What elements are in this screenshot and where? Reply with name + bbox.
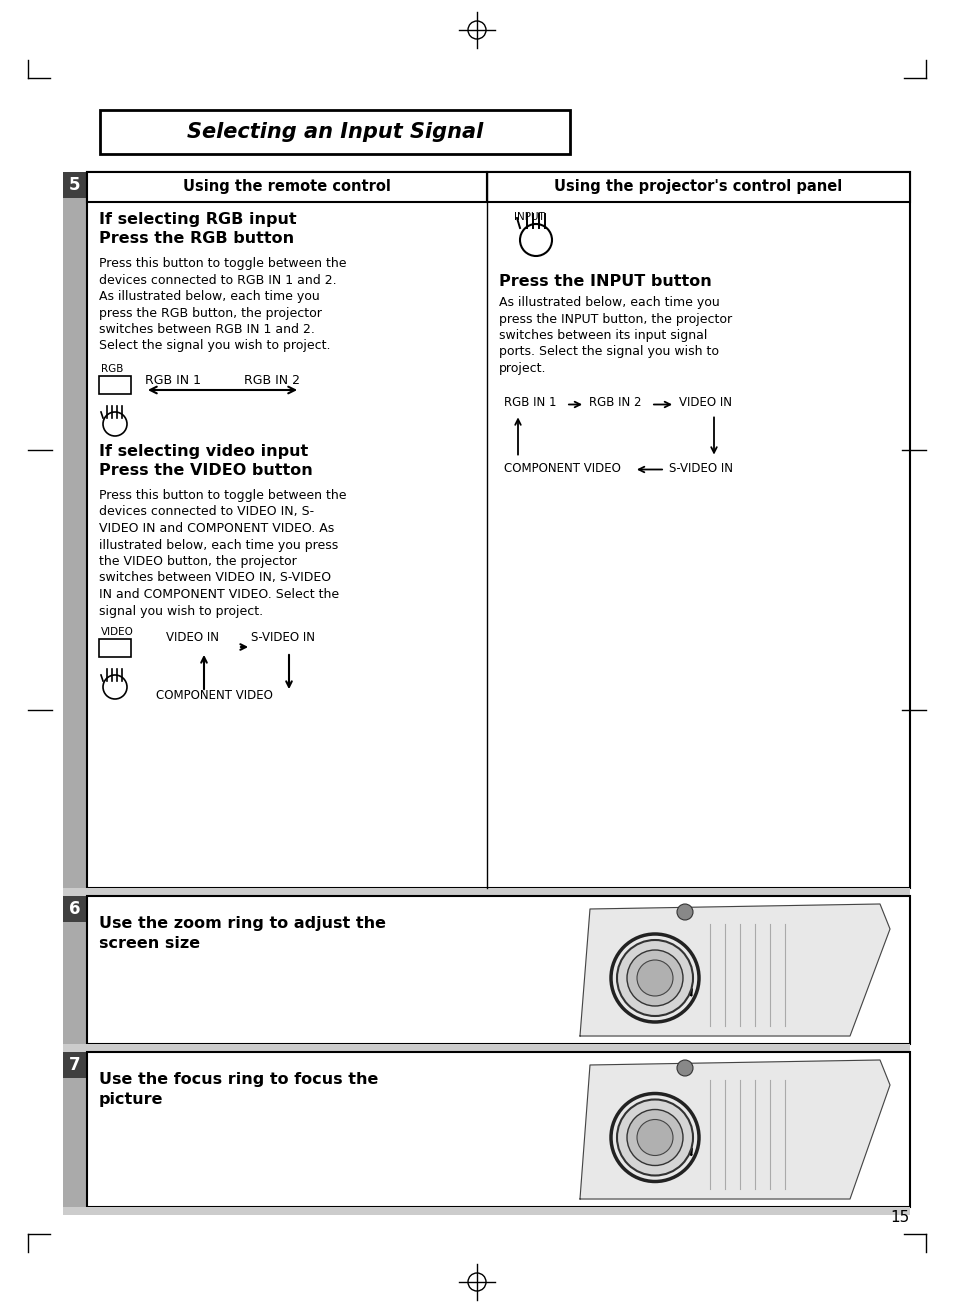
Text: screen size: screen size	[99, 935, 200, 951]
Text: project.: project.	[498, 362, 546, 375]
Text: illustrated below, each time you press: illustrated below, each time you press	[99, 538, 338, 551]
Text: Press the INPUT button: Press the INPUT button	[498, 274, 711, 289]
Text: 5: 5	[70, 176, 81, 194]
Text: Press this button to toggle between the: Press this button to toggle between the	[99, 489, 346, 502]
Bar	[63, 896, 87, 1044]
Text: VIDEO IN: VIDEO IN	[166, 631, 219, 644]
Text: COMPONENT VIDEO: COMPONENT VIDEO	[156, 689, 273, 702]
Text: Select the signal you wish to project.: Select the signal you wish to project.	[99, 340, 330, 353]
Text: 7: 7	[70, 1056, 81, 1075]
Text: If selecting RGB input: If selecting RGB input	[99, 213, 296, 227]
Circle shape	[617, 1099, 692, 1176]
Bar	[63, 1052, 87, 1078]
Text: RGB IN 1: RGB IN 1	[145, 374, 201, 387]
Circle shape	[637, 960, 672, 996]
Bar	[63, 888, 909, 896]
Text: 6: 6	[70, 900, 81, 918]
Text: Press this button to toggle between the: Press this button to toggle between the	[99, 257, 346, 270]
Circle shape	[617, 939, 692, 1015]
Text: RGB IN 2: RGB IN 2	[244, 374, 299, 387]
Circle shape	[637, 1119, 672, 1156]
Text: signal you wish to project.: signal you wish to project.	[99, 605, 263, 618]
Text: press the RGB button, the projector: press the RGB button, the projector	[99, 307, 321, 320]
Text: switches between RGB IN 1 and 2.: switches between RGB IN 1 and 2.	[99, 323, 314, 336]
Bar	[99, 377, 131, 394]
Text: Use the focus ring to focus the: Use the focus ring to focus the	[99, 1072, 378, 1088]
Text: RGB IN 1: RGB IN 1	[503, 396, 556, 409]
Text: press the INPUT button, the projector: press the INPUT button, the projector	[498, 312, 731, 325]
Text: Using the projector's control panel: Using the projector's control panel	[554, 180, 841, 194]
Bar	[63, 1052, 87, 1207]
Bar	[87, 896, 909, 1044]
Text: VIDEO IN: VIDEO IN	[679, 396, 731, 409]
Text: switches between VIDEO IN, S-VIDEO: switches between VIDEO IN, S-VIDEO	[99, 572, 331, 585]
Circle shape	[626, 950, 682, 1006]
Text: Use the zoom ring to adjust the: Use the zoom ring to adjust the	[99, 916, 386, 932]
Text: S-VIDEO IN: S-VIDEO IN	[668, 462, 732, 475]
Text: Using the remote control: Using the remote control	[183, 180, 391, 194]
Bar	[87, 172, 486, 202]
Bar	[87, 172, 909, 888]
Text: VIDEO: VIDEO	[101, 627, 133, 638]
Text: devices connected to VIDEO IN, S-: devices connected to VIDEO IN, S-	[99, 505, 314, 518]
Text: COMPONENT VIDEO: COMPONENT VIDEO	[503, 462, 620, 475]
Text: devices connected to RGB IN 1 and 2.: devices connected to RGB IN 1 and 2.	[99, 273, 336, 286]
Text: If selecting video input: If selecting video input	[99, 443, 308, 459]
Text: As illustrated below, each time you: As illustrated below, each time you	[498, 297, 719, 310]
Circle shape	[677, 904, 692, 920]
Text: switches between its input signal: switches between its input signal	[498, 329, 706, 342]
Text: Selecting an Input Signal: Selecting an Input Signal	[187, 122, 482, 142]
Polygon shape	[579, 1060, 889, 1199]
Text: RGB: RGB	[101, 363, 123, 374]
Text: ports. Select the signal you wish to: ports. Select the signal you wish to	[498, 345, 719, 358]
Bar	[99, 639, 131, 657]
Text: INPUT: INPUT	[514, 213, 544, 222]
Bar	[63, 172, 87, 888]
Bar	[100, 110, 569, 154]
Text: VIDEO IN and COMPONENT VIDEO. As: VIDEO IN and COMPONENT VIDEO. As	[99, 522, 334, 535]
Bar	[87, 1052, 909, 1207]
Text: Press the RGB button: Press the RGB button	[99, 231, 294, 247]
Text: As illustrated below, each time you: As illustrated below, each time you	[99, 290, 319, 303]
Text: Press the VIDEO button: Press the VIDEO button	[99, 463, 313, 478]
Text: 15: 15	[890, 1210, 909, 1225]
Text: picture: picture	[99, 1092, 163, 1107]
Bar	[63, 896, 87, 922]
Bar	[63, 1044, 909, 1052]
Circle shape	[677, 1060, 692, 1076]
Polygon shape	[579, 904, 889, 1036]
Text: the VIDEO button, the projector: the VIDEO button, the projector	[99, 555, 296, 568]
Circle shape	[626, 1110, 682, 1165]
Bar	[486, 172, 909, 202]
Text: IN and COMPONENT VIDEO. Select the: IN and COMPONENT VIDEO. Select the	[99, 588, 338, 601]
Text: RGB IN 2: RGB IN 2	[588, 396, 640, 409]
Bar	[63, 1207, 909, 1215]
Text: S-VIDEO IN: S-VIDEO IN	[251, 631, 314, 644]
Bar	[63, 172, 87, 198]
